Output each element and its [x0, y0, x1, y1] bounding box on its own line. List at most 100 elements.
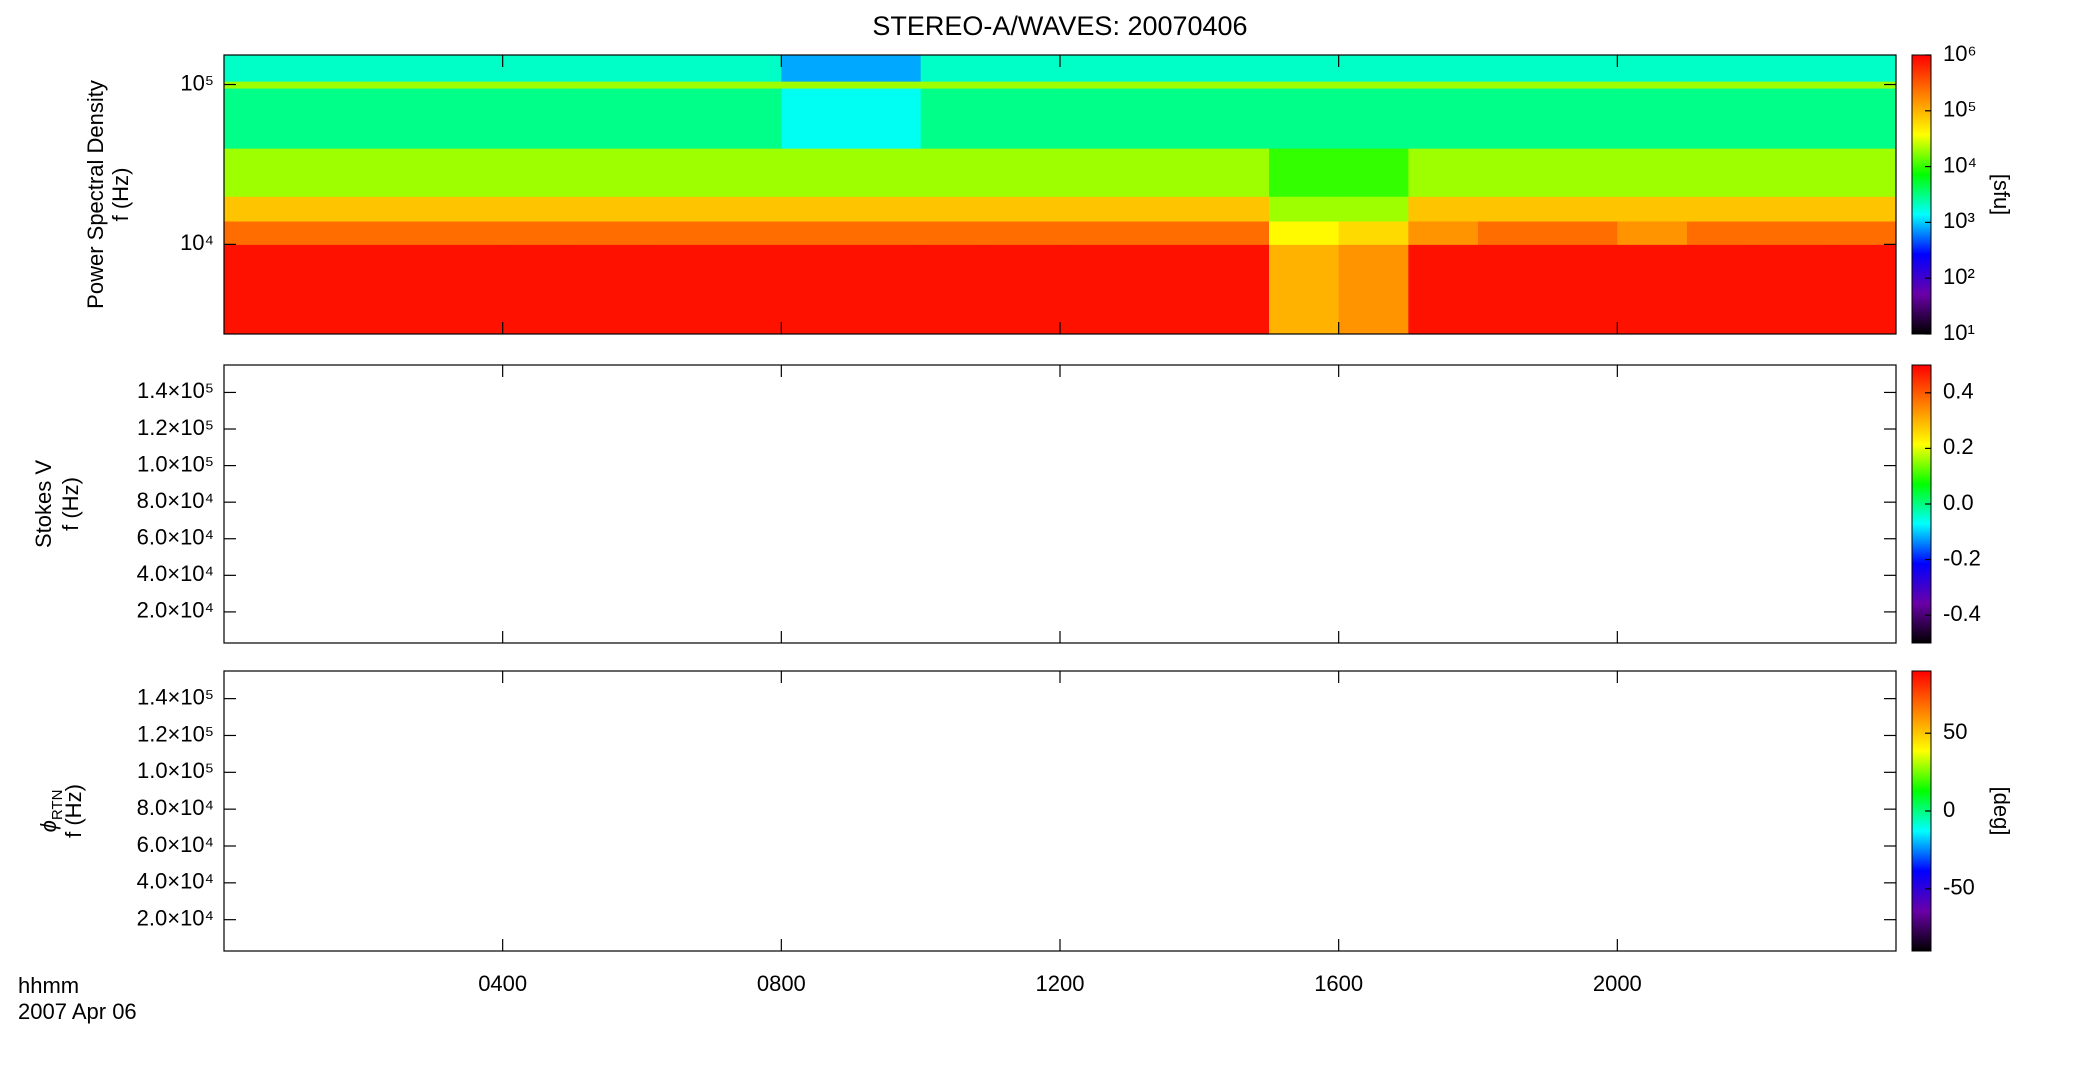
- heat-cell: [1687, 88, 1758, 149]
- heat-cell: [990, 244, 1061, 335]
- date-label: 2007 Apr 06: [18, 999, 137, 1024]
- heat-cell: [433, 88, 504, 149]
- y-tick-label: 1.2×10⁵: [137, 415, 214, 440]
- plot-frame: [223, 364, 1897, 644]
- heat-cell: [1826, 88, 1897, 149]
- heat-cell: [1338, 244, 1409, 335]
- y-tick-label: 10⁵: [180, 70, 214, 95]
- heat-cell: [781, 196, 852, 222]
- heat-cell: [920, 88, 991, 149]
- heat-cell: [1129, 148, 1200, 197]
- heat-cell: [293, 221, 364, 245]
- heat-cell: [1547, 81, 1618, 89]
- heat-cell: [851, 244, 922, 335]
- heat-cell: [1408, 88, 1479, 149]
- heat-cell: [502, 55, 573, 82]
- heat-cell: [1687, 81, 1758, 89]
- y-axis-label: f (Hz): [108, 168, 133, 222]
- heat-cell: [1060, 55, 1131, 82]
- heat-cell: [711, 81, 782, 89]
- heat-cell: [1547, 148, 1618, 197]
- heat-cell: [1617, 88, 1688, 149]
- colorbar-tick-label: 0.0: [1943, 490, 1974, 515]
- heat-cell: [293, 55, 364, 82]
- heat-cell: [990, 196, 1061, 222]
- heat-cell: [433, 221, 504, 245]
- colorbar-tick-label: 10⁶: [1943, 41, 1977, 66]
- heat-cell: [572, 196, 643, 222]
- heat-cell: [920, 148, 991, 197]
- heat-cell: [1547, 196, 1618, 222]
- heat-cell: [293, 81, 364, 89]
- heat-cell: [1826, 55, 1897, 82]
- x-tick-label: 1200: [1036, 971, 1085, 996]
- heat-cell: [293, 88, 364, 149]
- heat-cell: [1269, 148, 1340, 197]
- heat-cell: [1199, 196, 1270, 222]
- heat-cell: [502, 244, 573, 335]
- heat-cell: [851, 81, 922, 89]
- heat-cell: [1269, 81, 1340, 89]
- heat-cell: [224, 88, 295, 149]
- heat-cell: [1617, 244, 1688, 335]
- x-units: hhmm: [18, 973, 79, 998]
- heat-cell: [1478, 55, 1549, 82]
- heat-cell: [502, 196, 573, 222]
- y-tick-label: 1.4×10⁵: [137, 378, 214, 403]
- heat-cell: [781, 88, 852, 149]
- colorbar-tick-label: 10²: [1943, 264, 1975, 289]
- heat-cell: [1338, 81, 1409, 89]
- heat-cell: [572, 81, 643, 89]
- heat-cell: [1756, 148, 1827, 197]
- y-axis-label: f (Hz): [61, 784, 86, 838]
- y-axis-subscript: RTN: [49, 790, 66, 821]
- y-tick-label: 2.0×10⁴: [137, 598, 214, 623]
- heat-cell: [1269, 88, 1340, 149]
- colorbar-tick-label: 50: [1943, 719, 1967, 744]
- heat-cell: [642, 244, 713, 335]
- heat-cell: [781, 148, 852, 197]
- heat-cell: [1060, 244, 1131, 335]
- y-tick-label: 1.2×10⁵: [137, 721, 214, 746]
- heat-cell: [781, 244, 852, 335]
- heat-cell: [1547, 221, 1618, 245]
- heat-cell: [1478, 88, 1549, 149]
- heat-cell: [711, 148, 782, 197]
- heat-cell: [1408, 196, 1479, 222]
- heat-cell: [1408, 55, 1479, 82]
- y-axis-label: ϕRTN: [36, 790, 66, 833]
- heat-cell: [642, 88, 713, 149]
- heat-cell: [433, 244, 504, 335]
- heat-cell: [1408, 221, 1479, 245]
- heat-cell: [1547, 88, 1618, 149]
- x-tick-label: 0400: [478, 971, 527, 996]
- heat-cell: [642, 221, 713, 245]
- colorbar-tick-label: 10³: [1943, 208, 1975, 233]
- y-tick-label: 6.0×10⁴: [137, 525, 214, 550]
- heat-cell: [1338, 148, 1409, 197]
- heat-cell: [363, 88, 434, 149]
- heat-cell: [1478, 148, 1549, 197]
- heat-cell: [1478, 221, 1549, 245]
- heat-cell: [363, 244, 434, 335]
- heat-cell: [1826, 148, 1897, 197]
- y-tick-label: 1.0×10⁵: [137, 451, 214, 476]
- heat-cell: [433, 148, 504, 197]
- heat-cell: [851, 55, 922, 82]
- y-tick-label: 1.4×10⁵: [137, 684, 214, 709]
- heat-cell: [224, 81, 295, 89]
- heat-cell: [1199, 244, 1270, 335]
- heat-cell: [502, 81, 573, 89]
- heat-cell: [1547, 244, 1618, 335]
- heat-cell: [1687, 55, 1758, 82]
- heat-cell: [363, 81, 434, 89]
- colorbar-tick-label: 10⁴: [1943, 152, 1977, 177]
- heat-cell: [642, 196, 713, 222]
- heat-cell: [572, 148, 643, 197]
- heat-cell: [572, 88, 643, 149]
- heat-cell: [1687, 221, 1758, 245]
- colorbar-tick-label: 10¹: [1943, 320, 1975, 345]
- heat-cell: [1269, 55, 1340, 82]
